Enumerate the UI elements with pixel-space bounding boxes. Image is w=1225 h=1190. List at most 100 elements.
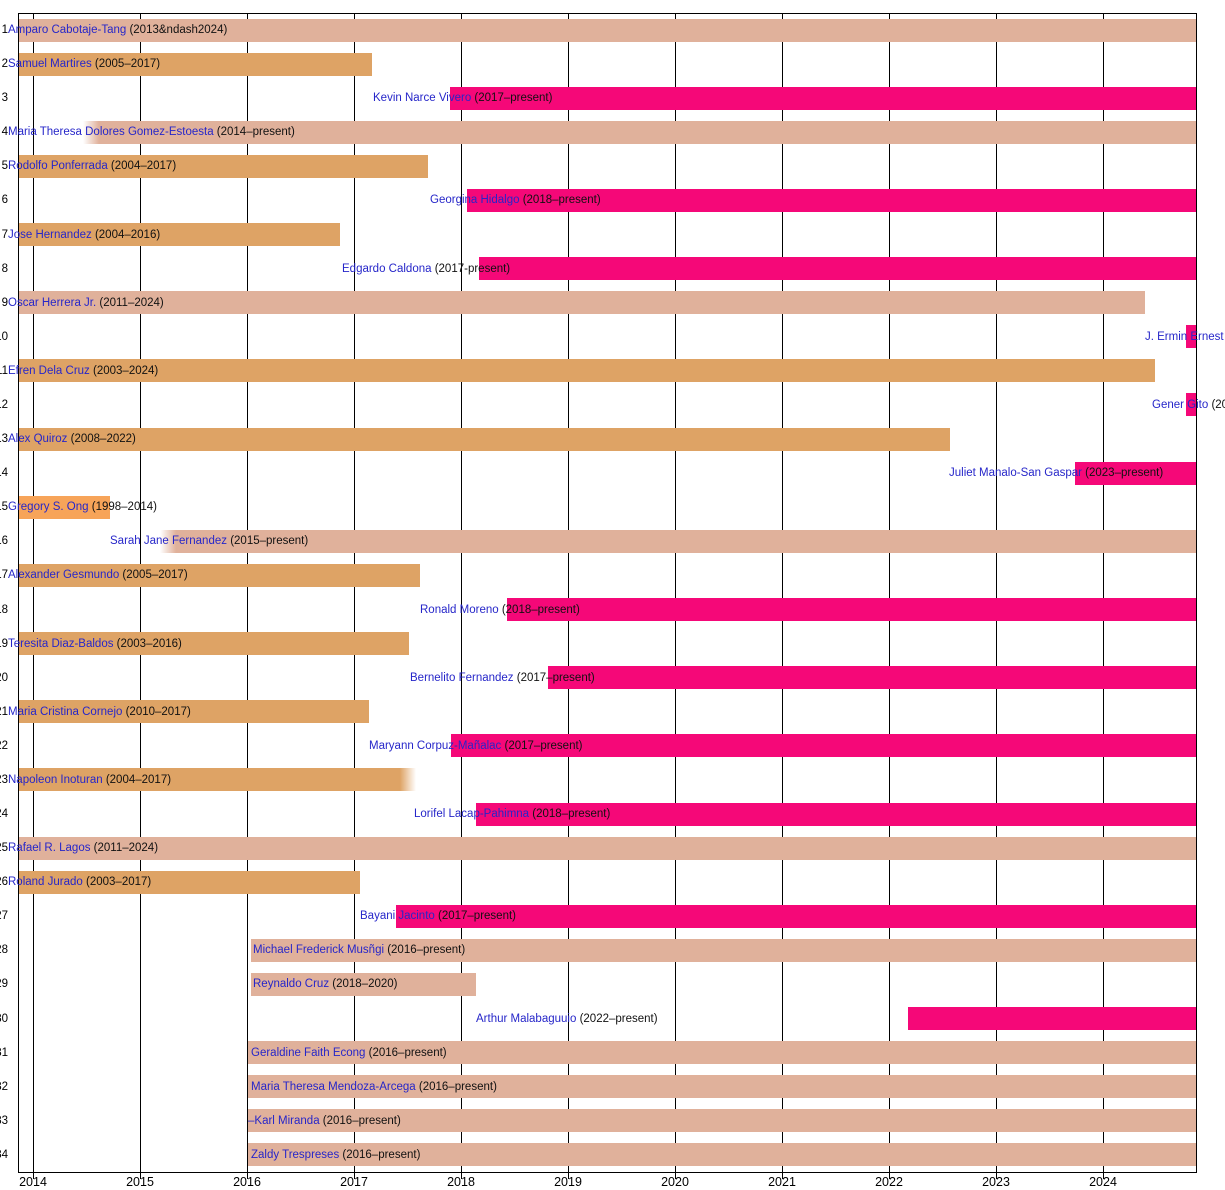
- row-number: 21: [0, 705, 8, 718]
- term-dates: (2016–present): [319, 1114, 401, 1127]
- row-number: 34: [0, 1148, 8, 1161]
- term-label: J. Ermin Ernest L: [1145, 326, 1225, 348]
- justice-name-link[interactable]: Kevin Narce Vivero: [373, 92, 472, 105]
- term-label: Michael Frederick Musñgi (2016–present): [253, 939, 465, 961]
- term-dates: (2004–2017): [102, 773, 172, 786]
- x-axis-tick: [1103, 1172, 1104, 1179]
- term-dates: (2016–present): [365, 1046, 447, 1059]
- x-axis-tick: [247, 1172, 248, 1179]
- justice-name-link[interactable]: Roland Jurado: [8, 876, 83, 889]
- justice-name-link[interactable]: Samuel Martires: [8, 58, 92, 71]
- justice-name-link[interactable]: Arthur Malabaguuio: [476, 1012, 577, 1025]
- term-bar: [251, 972, 476, 996]
- term-label: Amparo Cabotaje-Tang (2013&ndash2024): [8, 19, 227, 41]
- row-number: 28: [0, 944, 8, 957]
- term-bar: [248, 1143, 1196, 1167]
- term-bar: [18, 18, 1196, 42]
- x-axis-tick: [675, 1172, 676, 1179]
- x-axis-tick: [889, 1172, 890, 1179]
- term-dates: (2014–present): [213, 126, 295, 139]
- row-number: 25: [0, 842, 8, 855]
- term-dates: (2005–2017): [119, 569, 188, 582]
- term-label: Sarah Jane Fernandez (2015–present): [110, 530, 308, 552]
- row-number: 3: [1, 92, 8, 105]
- term-bar: [248, 1041, 1196, 1065]
- term-bar: [18, 52, 373, 76]
- justice-name-link[interactable]: Edgardo Caldona: [342, 262, 432, 275]
- term-dates: (2015–present): [227, 535, 309, 548]
- term-bar: [160, 529, 1196, 553]
- justice-name-link[interactable]: Teresita Diaz-Baldos: [8, 637, 114, 650]
- term-bar: [18, 359, 1156, 383]
- justice-name-link[interactable]: Jose Hernandez: [8, 228, 92, 241]
- term-label: Juliet Manalo-San Gaspar (2023–present): [949, 462, 1163, 484]
- row-number: 2: [1, 58, 8, 71]
- justice-name-link[interactable]: J. Ermin Ernest L: [1145, 330, 1225, 343]
- term-bar: [18, 154, 428, 178]
- justice-name-link[interactable]: Lorifel Lacap-Pahimna: [414, 808, 530, 821]
- justice-name-link[interactable]: Ronald Moreno: [420, 603, 499, 616]
- year-gridline: [568, 13, 569, 1172]
- year-gridline: [782, 13, 783, 1172]
- term-dates: (1998–2014): [88, 501, 157, 514]
- justice-name-link[interactable]: Bernelito Fernandez: [410, 671, 514, 684]
- term-label: Roland Jurado (2003–2017): [8, 871, 151, 893]
- justice-name-link[interactable]: Alex Quiroz: [8, 433, 68, 446]
- justice-name-link[interactable]: Zaldy Trespreses: [251, 1148, 340, 1161]
- term-dates: (2003–2016): [113, 637, 182, 650]
- justice-name-link[interactable]: Maria Theresa Dolores Gomez-Estoesta: [8, 126, 214, 139]
- term-bar: [18, 495, 111, 519]
- justice-name-link[interactable]: Gregory S. Ong: [8, 501, 89, 514]
- year-gridline: [1103, 13, 1104, 1172]
- justice-name-link[interactable]: Sarah Jane Fernandez: [110, 535, 227, 548]
- row-number: 11: [0, 364, 8, 377]
- term-bar: [547, 666, 1196, 690]
- row-number: 22: [0, 739, 8, 752]
- term-dates: (202: [1211, 398, 1225, 411]
- justice-name-link[interactable]: Georgina Hidalgo: [430, 194, 520, 207]
- justice-name-link[interactable]: Reynaldo Cruz: [253, 978, 330, 991]
- justice-name-link[interactable]: Maria Cristina Cornejo: [8, 705, 123, 718]
- justice-name-link[interactable]: Maryann Corpuz-Mañalac: [369, 739, 502, 752]
- term-label: Bayani Jacinto (2017–present): [360, 905, 516, 927]
- x-axis-label: 2019: [554, 1175, 582, 1189]
- justice-name-link[interactable]: Efren Dela Cruz: [8, 364, 90, 377]
- term-label: Napoleon Inoturan (2004–2017): [8, 769, 171, 791]
- term-bar: [479, 257, 1196, 281]
- x-axis-tick: [782, 1172, 783, 1179]
- row-number: 24: [0, 808, 8, 821]
- term-label: Kevin Narce Vivero (2017–present): [373, 87, 552, 109]
- year-gridline: [33, 13, 34, 1172]
- term-dates: (2017–present): [434, 910, 516, 923]
- term-label: Maria Cristina Cornejo (2010–2017): [8, 701, 191, 723]
- justice-name-link[interactable]: Maria Theresa Mendoza-Arcega: [251, 1080, 416, 1093]
- term-dates: (2017–present): [471, 92, 553, 105]
- justice-name-link[interactable]: Rafael R. Lagos: [8, 842, 91, 855]
- justice-name-link[interactable]: Gener Gito: [1152, 398, 1209, 411]
- term-bar: [18, 291, 1145, 315]
- term-label: Reynaldo Cruz (2018–2020): [253, 973, 398, 995]
- row-number: 27: [0, 910, 8, 923]
- justice-name-link[interactable]: Juliet Manalo-San Gaspar: [949, 467, 1082, 480]
- row-number: 23: [0, 773, 8, 786]
- justice-name-link[interactable]: Geraldine Faith Econg: [251, 1046, 366, 1059]
- justice-name-link[interactable]: Napoleon Inoturan: [8, 773, 103, 786]
- term-bar: [451, 734, 1196, 758]
- justice-name-link[interactable]: Bayani Jacinto: [360, 910, 435, 923]
- term-dates: (2005–2017): [91, 58, 161, 71]
- justice-name-link[interactable]: Amparo Cabotaje-Tang: [8, 24, 127, 36]
- row-number: 9: [1, 296, 8, 309]
- term-bar: [507, 598, 1196, 621]
- justice-name-link[interactable]: Michael Frederick Musñgi: [253, 944, 385, 957]
- justice-name-link[interactable]: Rodolfo Ponferrada: [8, 160, 108, 173]
- justice-name-link[interactable]: Oscar Herrera Jr.: [8, 296, 97, 309]
- x-axis-label: 2016: [233, 1175, 261, 1189]
- x-axis-label: 2023: [982, 1175, 1010, 1189]
- term-bar: [467, 188, 1196, 212]
- justice-name-link[interactable]: Alexander Gesmundo: [8, 569, 120, 582]
- term-label: Edgardo Caldona (2017-present): [342, 258, 510, 280]
- justice-name-link[interactable]: –Karl Miranda: [248, 1114, 320, 1127]
- term-label: Maryann Corpuz-Mañalac (2017–present): [369, 735, 583, 757]
- x-axis-tick: [996, 1172, 997, 1179]
- term-label: Teresita Diaz-Baldos (2003–2016): [8, 633, 182, 655]
